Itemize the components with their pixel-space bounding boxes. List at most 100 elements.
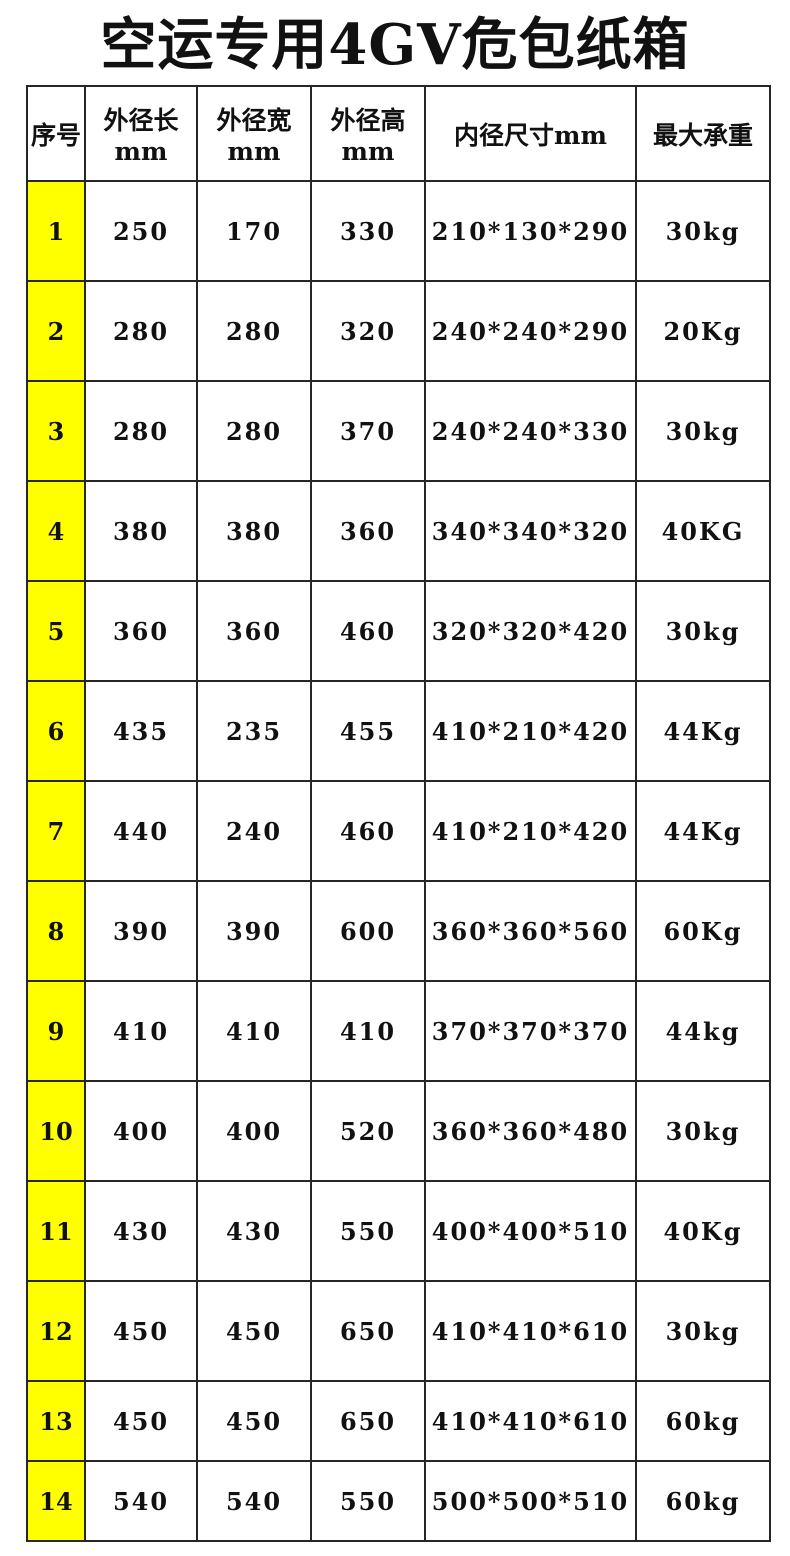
table-cell: 550 bbox=[310, 1180, 426, 1282]
table-cell: 340*340*320 bbox=[424, 480, 637, 582]
table-row: 12 450 450 650 410*410*610 30kg bbox=[26, 1280, 771, 1382]
page-title: 空运专用4GV危包纸箱 bbox=[100, 11, 690, 78]
table-row: 2 280 280 320 240*240*290 20Kg bbox=[26, 280, 771, 382]
table-cell: 280 bbox=[84, 380, 198, 482]
table-row: 13 450 450 650 410*410*610 60kg bbox=[26, 1380, 771, 1462]
row-index-cell: 3 bbox=[26, 380, 86, 482]
table-header: 序号 外径长mm 外径宽mm 外径高mm 内径尺寸mm 最大承重 bbox=[26, 85, 771, 182]
table-cell: 400 bbox=[196, 1080, 312, 1182]
table-cell: 20Kg bbox=[635, 280, 771, 382]
table-cell: 30kg bbox=[635, 1280, 771, 1382]
table-cell: 370 bbox=[310, 380, 426, 482]
col-header-max-load: 最大承重 bbox=[635, 85, 771, 182]
table-cell: 450 bbox=[84, 1280, 198, 1382]
table-cell: 320 bbox=[310, 280, 426, 382]
row-index-cell: 4 bbox=[26, 480, 86, 582]
table-cell: 390 bbox=[196, 880, 312, 982]
col-header-index: 序号 bbox=[26, 85, 86, 182]
table-cell: 380 bbox=[196, 480, 312, 582]
table-cell: 550 bbox=[310, 1460, 426, 1542]
table-row: 4 380 380 360 340*340*320 40KG bbox=[26, 480, 771, 582]
table-cell: 210*130*290 bbox=[424, 180, 637, 282]
table-cell: 410*210*420 bbox=[424, 680, 637, 782]
table-row: 10 400 400 520 360*360*480 30kg bbox=[26, 1080, 771, 1182]
table-cell: 44kg bbox=[635, 980, 771, 1082]
table-cell: 540 bbox=[84, 1460, 198, 1542]
table-cell: 60Kg bbox=[635, 880, 771, 982]
table-body: 1 250 170 330 210*130*290 30kg 2 280 280 320 240*2… bbox=[26, 180, 771, 1542]
table-cell: 400 bbox=[84, 1080, 198, 1182]
row-index-cell: 10 bbox=[26, 1080, 86, 1182]
table-cell: 540 bbox=[196, 1460, 312, 1542]
spec-table: 序号 外径长mm 外径宽mm 外径高mm 内径尺寸mm 最大承重 1 250 170 330 21… bbox=[26, 85, 771, 1542]
table-row: 5 360 360 460 320*320*420 30kg bbox=[26, 580, 771, 682]
table-cell: 500*500*510 bbox=[424, 1460, 637, 1542]
col-header-inner-size: 内径尺寸mm bbox=[424, 85, 637, 182]
table-cell: 30kg bbox=[635, 180, 771, 282]
table-cell: 30kg bbox=[635, 580, 771, 682]
col-header-outer-width: 外径宽mm bbox=[196, 85, 312, 182]
table-cell: 360 bbox=[310, 480, 426, 582]
table-cell: 410 bbox=[310, 980, 426, 1082]
table-row: 7 440 240 460 410*210*420 44Kg bbox=[26, 780, 771, 882]
table-cell: 410 bbox=[196, 980, 312, 1082]
table-cell: 240*240*330 bbox=[424, 380, 637, 482]
table-row: 8 390 390 600 360*360*560 60Kg bbox=[26, 880, 771, 982]
table-cell: 250 bbox=[84, 180, 198, 282]
table-cell: 360*360*560 bbox=[424, 880, 637, 982]
row-index-cell: 2 bbox=[26, 280, 86, 382]
row-index-cell: 12 bbox=[26, 1280, 86, 1382]
table-cell: 40Kg bbox=[635, 1180, 771, 1282]
table-cell: 650 bbox=[310, 1380, 426, 1462]
row-index-cell: 14 bbox=[26, 1460, 86, 1542]
table-cell: 330 bbox=[310, 180, 426, 282]
table-cell: 235 bbox=[196, 680, 312, 782]
row-index-cell: 5 bbox=[26, 580, 86, 682]
table-cell: 170 bbox=[196, 180, 312, 282]
table-cell: 435 bbox=[84, 680, 198, 782]
row-index-cell: 1 bbox=[26, 180, 86, 282]
table-cell: 410 bbox=[84, 980, 198, 1082]
table-cell: 460 bbox=[310, 780, 426, 882]
table-cell: 520 bbox=[310, 1080, 426, 1182]
table-cell: 410*410*610 bbox=[424, 1380, 637, 1462]
table-cell: 360*360*480 bbox=[424, 1080, 637, 1182]
table-cell: 430 bbox=[84, 1180, 198, 1282]
table-cell: 240*240*290 bbox=[424, 280, 637, 382]
row-index-cell: 9 bbox=[26, 980, 86, 1082]
table-cell: 430 bbox=[196, 1180, 312, 1282]
row-index-cell: 7 bbox=[26, 780, 86, 882]
row-index-cell: 11 bbox=[26, 1180, 86, 1282]
table-cell: 320*320*420 bbox=[424, 580, 637, 682]
header-row: 序号 外径长mm 外径宽mm 外径高mm 内径尺寸mm 最大承重 bbox=[26, 85, 771, 182]
table-row: 1 250 170 330 210*130*290 30kg bbox=[26, 180, 771, 282]
table-cell: 450 bbox=[84, 1380, 198, 1462]
table-cell: 240 bbox=[196, 780, 312, 882]
table-cell: 60kg bbox=[635, 1380, 771, 1462]
table-cell: 650 bbox=[310, 1280, 426, 1382]
table-cell: 280 bbox=[84, 280, 198, 382]
table-cell: 440 bbox=[84, 780, 198, 882]
table-cell: 460 bbox=[310, 580, 426, 682]
table-cell: 40KG bbox=[635, 480, 771, 582]
row-index-cell: 8 bbox=[26, 880, 86, 982]
table-cell: 370*370*370 bbox=[424, 980, 637, 1082]
table-cell: 280 bbox=[196, 380, 312, 482]
table-cell: 390 bbox=[84, 880, 198, 982]
row-index-cell: 13 bbox=[26, 1380, 86, 1462]
table-row: 6 435 235 455 410*210*420 44Kg bbox=[26, 680, 771, 782]
table-cell: 30kg bbox=[635, 380, 771, 482]
table-cell: 410*410*610 bbox=[424, 1280, 637, 1382]
col-header-outer-length: 外径长mm bbox=[84, 85, 198, 182]
table-row: 14 540 540 550 500*500*510 60kg bbox=[26, 1460, 771, 1542]
table-cell: 30kg bbox=[635, 1080, 771, 1182]
row-index-cell: 6 bbox=[26, 680, 86, 782]
table-cell: 360 bbox=[84, 580, 198, 682]
table-row: 3 280 280 370 240*240*330 30kg bbox=[26, 380, 771, 482]
table-cell: 44Kg bbox=[635, 780, 771, 882]
table-row: 11 430 430 550 400*400*510 40Kg bbox=[26, 1180, 771, 1282]
table-cell: 450 bbox=[196, 1280, 312, 1382]
table-cell: 60kg bbox=[635, 1460, 771, 1542]
table-cell: 450 bbox=[196, 1380, 312, 1462]
table-cell: 400*400*510 bbox=[424, 1180, 637, 1282]
